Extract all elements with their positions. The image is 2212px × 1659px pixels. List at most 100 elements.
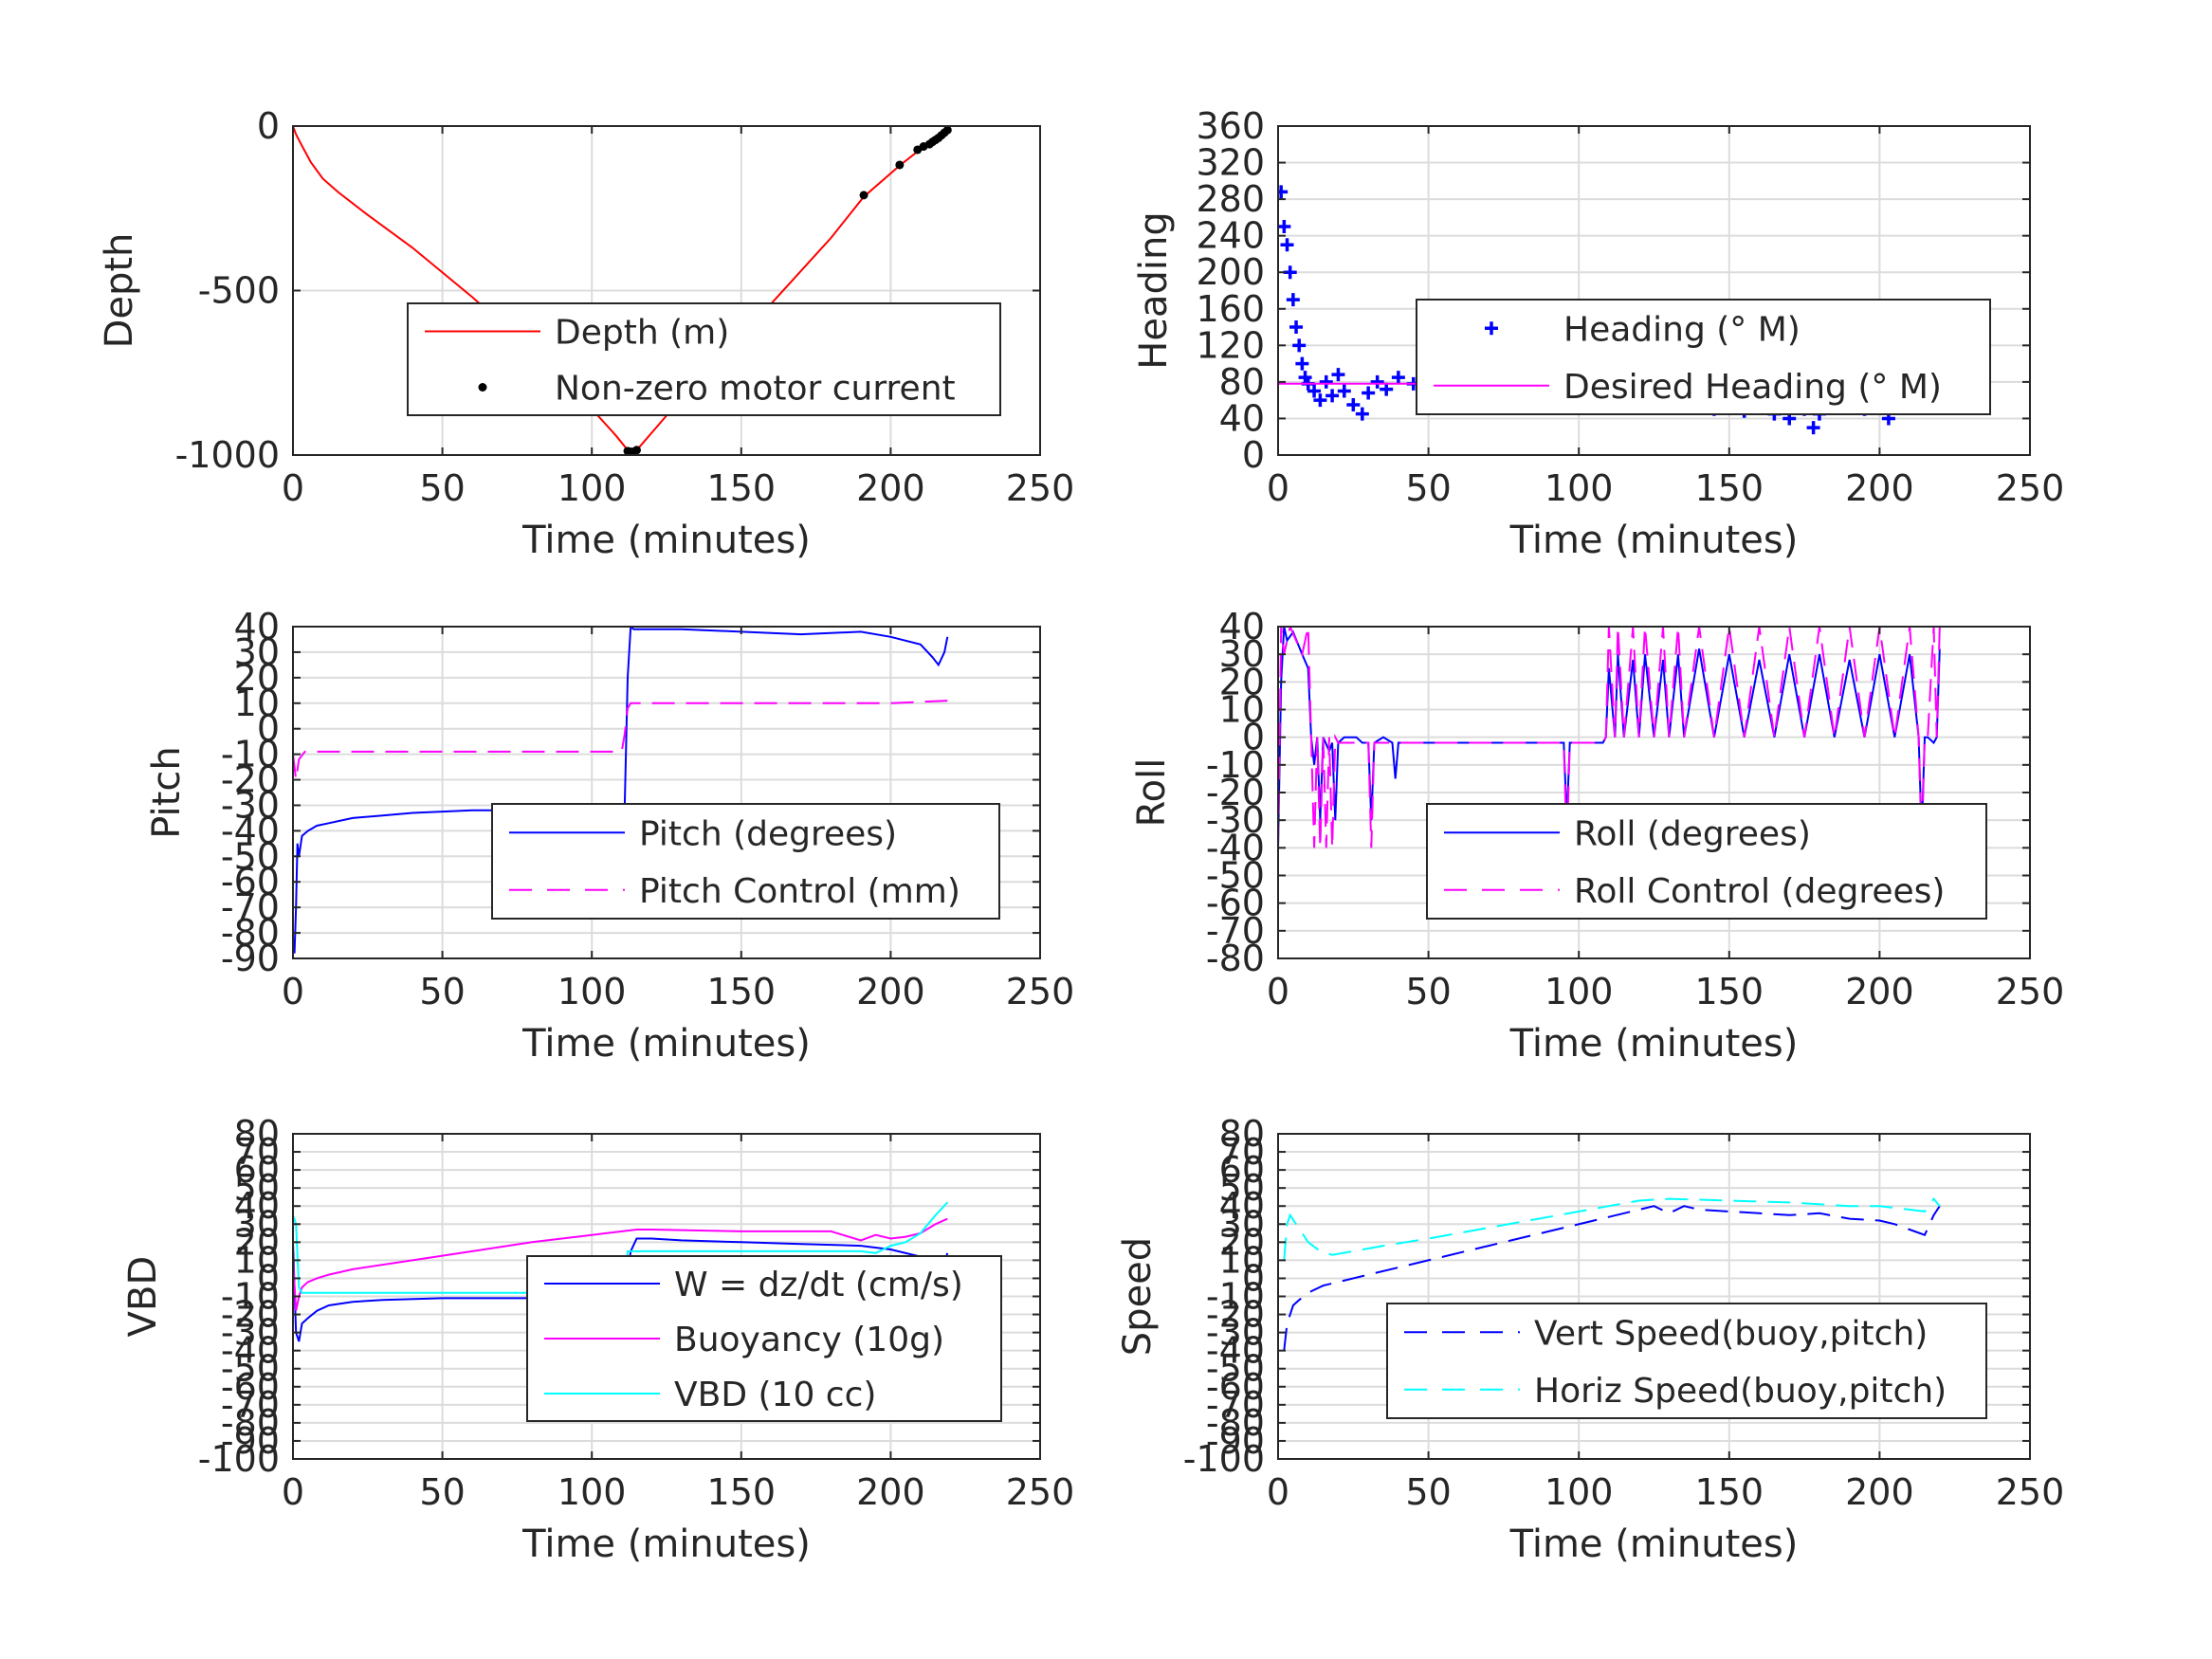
legend-label: Desired Heading (° M) xyxy=(1563,368,1942,407)
y-tick-label: 40 xyxy=(1219,606,1265,647)
data-point xyxy=(1355,407,1369,421)
series-line-2 xyxy=(293,700,948,780)
x-tick-label: 50 xyxy=(1405,467,1451,509)
y-tick-label: 280 xyxy=(1196,178,1265,220)
data-point xyxy=(1307,384,1322,398)
y-tick-label: -60 xyxy=(221,1366,280,1408)
legend-label: Horiz Speed(buoy,pitch) xyxy=(1534,1372,1947,1411)
y-tick-label: -10 xyxy=(1206,1276,1265,1318)
y-axis-label: Pitch xyxy=(145,746,189,838)
y-tick-label: 40 xyxy=(1219,397,1265,439)
y-tick-label: -1000 xyxy=(175,434,280,476)
y-tick-label: 80 xyxy=(234,1113,280,1155)
series-group xyxy=(1283,1196,1941,1351)
y-tick-label: 20 xyxy=(234,1221,280,1263)
y-tick-label: 0 xyxy=(1242,717,1265,758)
x-tick-label: 250 xyxy=(1006,467,1075,509)
y-tick-label: 320 xyxy=(1196,142,1265,184)
legend-box xyxy=(1416,299,1991,415)
y-tick-label: 40 xyxy=(234,606,280,647)
x-tick-label: 0 xyxy=(282,467,304,509)
y-tick-label: 200 xyxy=(1196,251,1265,293)
y-axis-label: Roll xyxy=(1130,758,1174,828)
series-line-3 xyxy=(293,1201,949,1294)
data-point xyxy=(1391,371,1405,385)
x-tick-label: 50 xyxy=(419,467,465,509)
y-tick-label: -50 xyxy=(221,835,280,877)
data-point xyxy=(1319,374,1333,389)
y-tick-label: -80 xyxy=(221,1402,280,1444)
y-tick-label: 30 xyxy=(1219,633,1265,675)
x-tick-label: 100 xyxy=(558,971,627,1012)
x-tick-label: 50 xyxy=(419,1471,465,1513)
y-tick-label: 30 xyxy=(234,631,280,673)
legend-box xyxy=(1426,803,1987,920)
data-point xyxy=(895,160,905,170)
data-point xyxy=(1337,384,1351,398)
x-tick-label: 150 xyxy=(707,467,777,509)
chart-heading: 0 50 100 150 200 2500408012016020024028032036… xyxy=(1132,105,2064,562)
y-tick-label: -40 xyxy=(1206,1330,1265,1372)
x-tick-label: 200 xyxy=(1845,467,1914,509)
x-tick-label: 250 xyxy=(1996,971,2065,1012)
x-tick-label: 150 xyxy=(1695,971,1764,1012)
chart-roll: 0 50 100 150 200 250403020100-10-20-30-40-50-… xyxy=(1130,606,2064,1066)
y-axis-label: Speed xyxy=(1116,1237,1160,1356)
y-tick-label: -70 xyxy=(221,886,280,928)
x-tick-label: 50 xyxy=(419,971,465,1012)
axes-frame xyxy=(1277,125,2031,456)
x-axis-label: Time (minutes) xyxy=(1509,1522,1799,1566)
series-group xyxy=(1278,627,1941,848)
y-tick-label: -50 xyxy=(1206,855,1265,897)
legend: Vert Speed(buoy,pitch) Horiz Speed(buoy,p… xyxy=(1386,1303,1987,1419)
data-point xyxy=(1313,393,1327,408)
legend: Depth (m) Non-zero motor current xyxy=(407,302,1001,416)
axes-frame xyxy=(292,626,1041,959)
data-point xyxy=(1362,386,1376,400)
legend-label: Vert Speed(buoy,pitch) xyxy=(1534,1314,1928,1353)
y-tick-label: -20 xyxy=(221,1294,280,1336)
data-point xyxy=(942,126,952,135)
y-tick-label: -10 xyxy=(221,734,280,775)
y-tick-label: -30 xyxy=(1206,799,1265,841)
y-tick-label: 60 xyxy=(234,1149,280,1191)
y-tick-label: 240 xyxy=(1196,215,1265,257)
data-point xyxy=(1278,185,1289,199)
data-point xyxy=(1380,382,1394,396)
y-tick-label: -20 xyxy=(221,759,280,801)
y-tick-label: -90 xyxy=(221,938,280,979)
y-tick-label: 0 xyxy=(1242,434,1265,476)
x-tick-label: 200 xyxy=(1845,971,1914,1012)
y-tick-label: 10 xyxy=(234,683,280,724)
y-tick-label: 20 xyxy=(1219,661,1265,702)
data-point xyxy=(1325,389,1340,403)
y-tick-label: 0 xyxy=(1242,1257,1265,1299)
y-tick-label: 50 xyxy=(1219,1167,1265,1209)
x-tick-label: 0 xyxy=(282,1471,304,1513)
y-tick-label: -10 xyxy=(221,1276,280,1318)
series-line-2 xyxy=(1283,1196,1941,1261)
x-tick-label: 250 xyxy=(1006,1471,1075,1513)
x-tick-label: 250 xyxy=(1996,1471,2065,1513)
data-point xyxy=(1331,368,1345,382)
x-axis-label: Time (minutes) xyxy=(521,1022,811,1066)
y-tick-label: -70 xyxy=(221,1384,280,1426)
x-tick-label: 100 xyxy=(1545,467,1614,509)
data-point xyxy=(1806,421,1820,435)
x-tick-label: 150 xyxy=(707,971,777,1012)
legend-label: VBD (10 cc) xyxy=(674,1376,876,1414)
y-tick-label: 80 xyxy=(1219,1113,1265,1155)
y-tick-label: -100 xyxy=(198,1438,280,1480)
y-tick-label: 0 xyxy=(257,105,280,147)
x-tick-label: 200 xyxy=(856,1471,925,1513)
y-tick-label: 120 xyxy=(1196,324,1265,366)
legend: Heading (° M) Desired Heading (° M) xyxy=(1416,299,1991,415)
legend-label: Depth (m) xyxy=(555,314,729,353)
data-point xyxy=(1286,293,1300,307)
x-tick-label: 0 xyxy=(1267,1471,1289,1513)
x-tick-label: 100 xyxy=(1545,971,1614,1012)
legend-label: W = dz/dt (cm/s) xyxy=(674,1266,963,1304)
x-tick-label: 100 xyxy=(1545,1471,1614,1513)
y-tick-label: 10 xyxy=(1219,689,1265,731)
